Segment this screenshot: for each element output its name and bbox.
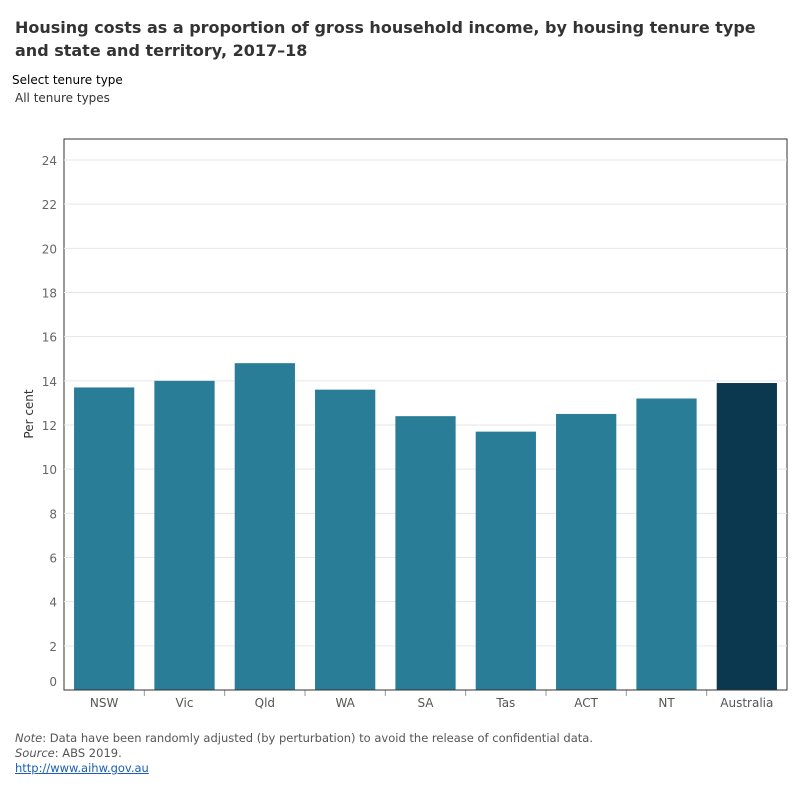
tenure-type-select[interactable]: All tenure types	[15, 91, 110, 105]
x-tick-label: NT	[658, 696, 675, 710]
aihw-link[interactable]: http://www.aihw.gov.au	[15, 761, 149, 775]
y-tick-label: 20	[42, 242, 57, 256]
y-tick-label: 8	[49, 507, 57, 521]
y-tick-label: 16	[42, 331, 57, 345]
notes: Note: Data have been randomly adjusted (…	[15, 731, 593, 776]
bar-nt	[636, 398, 697, 690]
x-tick-label: Vic	[176, 696, 194, 710]
source-label: Source	[15, 746, 55, 760]
bar-wa	[315, 389, 376, 690]
x-tick-label: Tas	[495, 696, 515, 710]
source-text: : ABS 2019.	[54, 746, 122, 760]
x-tick-label: SA	[417, 696, 434, 710]
bar-sa	[395, 416, 456, 690]
y-tick-label: 4	[49, 596, 57, 610]
x-tick-label: ACT	[574, 696, 598, 710]
bar-nsw	[74, 387, 135, 690]
chart-title: Housing costs as a proportion of gross h…	[15, 18, 756, 60]
bar-qld	[234, 363, 295, 690]
y-axis-label: Per cent	[22, 389, 36, 439]
bar-tas	[475, 431, 536, 690]
filter-label: Select tenure type	[12, 73, 123, 87]
note-label: Note	[15, 731, 43, 745]
y-tick-label: 14	[42, 375, 57, 389]
y-tick-label: 0	[49, 675, 57, 689]
y-tick-label: 24	[42, 154, 57, 168]
x-tick-label: NSW	[90, 696, 119, 710]
y-tick-label: 10	[42, 463, 57, 477]
bar-australia	[716, 383, 777, 690]
x-tick-label: Qld	[255, 696, 275, 710]
bar-act	[556, 413, 617, 690]
y-tick-label: 22	[42, 198, 57, 212]
note-text: : Data have been randomly adjusted (by p…	[42, 731, 593, 745]
y-tick-label: 12	[42, 419, 57, 433]
y-tick-label: 18	[42, 287, 57, 301]
x-tick-label: Australia	[720, 696, 773, 710]
y-tick-label: 2	[49, 640, 57, 654]
x-tick-label: WA	[335, 696, 355, 710]
bar-vic	[154, 380, 215, 690]
y-tick-label: 6	[49, 552, 57, 566]
